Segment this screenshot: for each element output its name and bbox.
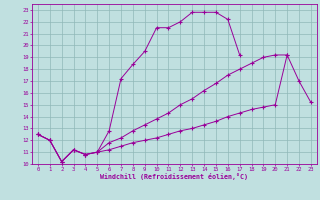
- X-axis label: Windchill (Refroidissement éolien,°C): Windchill (Refroidissement éolien,°C): [100, 173, 248, 180]
